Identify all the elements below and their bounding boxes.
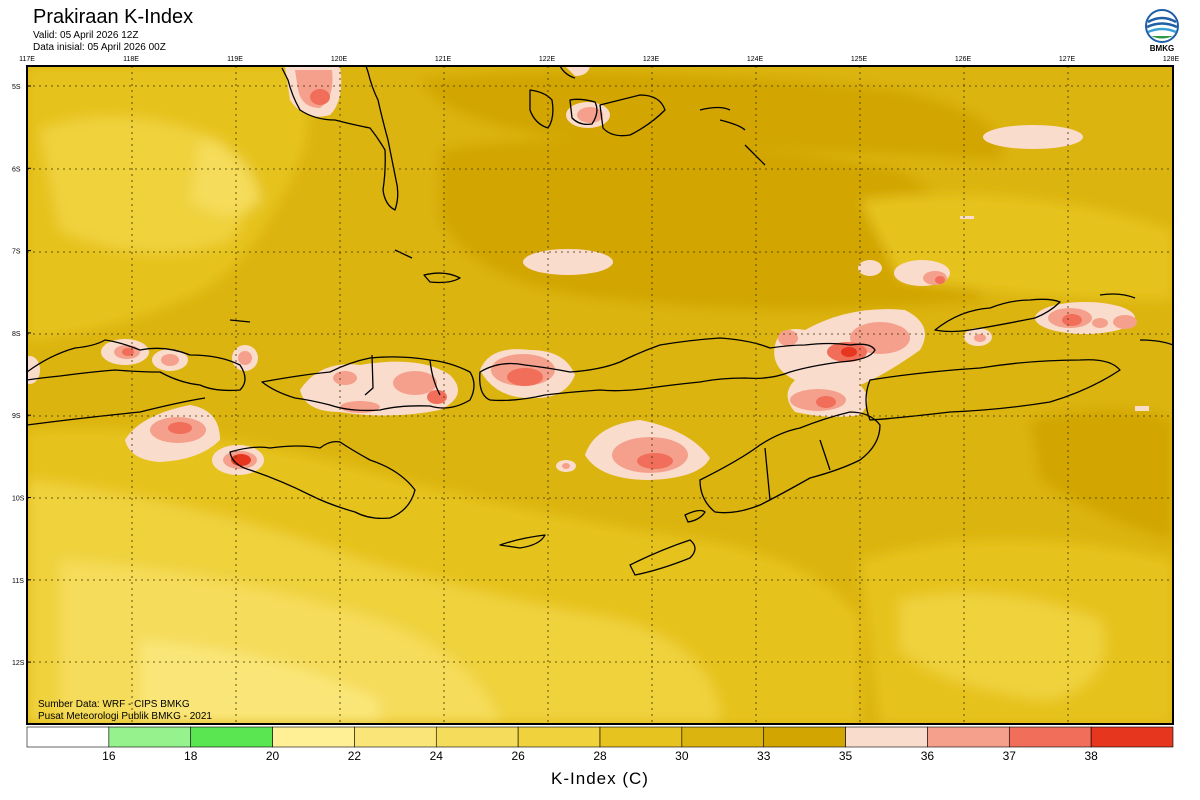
lat-label-12S: 12S (12, 660, 25, 667)
lon-label-127E: 127E (1059, 56, 1076, 63)
colorbar-swatch (272, 726, 355, 748)
lat-label-5S: 5S (12, 84, 21, 91)
lon-label-120E: 120E (331, 56, 348, 63)
lon-label-124E: 124E (747, 56, 764, 63)
colorbar-tick-label: 24 (429, 749, 443, 763)
lat-label-11S: 11S (12, 578, 24, 585)
colorbar-swatch (26, 726, 110, 748)
colorbar-swatch (108, 726, 192, 748)
colorbar-tick-label: 16 (102, 749, 116, 763)
graticule (27, 66, 1173, 724)
bmkg-logo: BMKG (1140, 8, 1184, 58)
colorbar-swatch (1008, 726, 1092, 748)
longitude-axis: 117E 118E 119E 120E 121E 122E 123E 124E 125E 126E… (19, 56, 1179, 63)
colorbar-swatch (681, 726, 765, 748)
colorbar (26, 726, 1174, 748)
lon-label-126E: 126E (955, 56, 972, 63)
lat-label-10S: 10S (12, 496, 25, 503)
colorbar-swatch (845, 726, 928, 748)
colorbar-tick-label: 28 (593, 749, 607, 763)
colorbar-swatch (354, 726, 437, 748)
colorbar-tick-label: 35 (838, 749, 853, 763)
colorbar-swatch (599, 726, 683, 748)
lat-label-9S: 9S (12, 413, 21, 420)
colorbar-swatch (927, 726, 1010, 748)
lat-label-7S: 7S (12, 249, 21, 256)
colorbar-title: K-Index (C) (551, 769, 649, 788)
bmkg-logo-icon (1145, 9, 1179, 43)
colorbar-swatch (1090, 726, 1174, 748)
lat-label-6S: 6S (12, 166, 21, 173)
colorbar-tick-label: 37 (1002, 749, 1016, 763)
lon-label-119E: 119E (227, 56, 243, 63)
lat-label-8S: 8S (12, 331, 21, 338)
field-shading (27, 66, 1173, 724)
lon-label-123E: 123E (643, 56, 660, 63)
lon-label-118E: 118E (123, 56, 139, 63)
lon-label-122E: 122E (539, 56, 556, 63)
colorbar-tick-label: 38 (1084, 749, 1098, 763)
map-title: Prakiraan K-Index (33, 6, 194, 28)
colorbar-swatch (190, 726, 273, 748)
colorbar-swatch (763, 726, 846, 748)
lon-label-125E: 125E (851, 56, 868, 63)
colorbar-tick-label: 36 (920, 749, 935, 763)
credit-source: Sumber Data: WRF - CIPS BMKG (38, 699, 190, 710)
colorbar-tick-label: 30 (675, 749, 689, 763)
lon-label-117E: 117E (19, 56, 35, 63)
colorbar-tick-label: 33 (757, 749, 771, 763)
k-index-field (27, 66, 1173, 724)
valid-time: Valid: 05 April 2026 12Z (33, 30, 139, 41)
colorbar-swatch (435, 726, 519, 748)
init-time: Data inisial: 05 April 2026 00Z (33, 42, 166, 53)
colorbar-tick-label: 18 (184, 749, 198, 763)
colorbar-tick-label: 26 (511, 749, 525, 763)
latitude-axis: 5S 6S 7S 8S 9S 10S 11S 12S (12, 84, 31, 667)
colorbar-tick-label: 20 (265, 749, 280, 763)
lon-label-121E: 121E (435, 56, 452, 63)
lon-label-128E: 128E (1163, 56, 1180, 63)
colorbar-tick-label: 22 (347, 749, 362, 763)
bmkg-logo-label: BMKG (1149, 44, 1175, 53)
credit-org: Pusat Meteorologi Publik BMKG - 2021 (38, 711, 212, 722)
map-frame (26, 65, 1174, 725)
coastlines (27, 66, 1173, 576)
colorbar-swatch (517, 726, 601, 748)
